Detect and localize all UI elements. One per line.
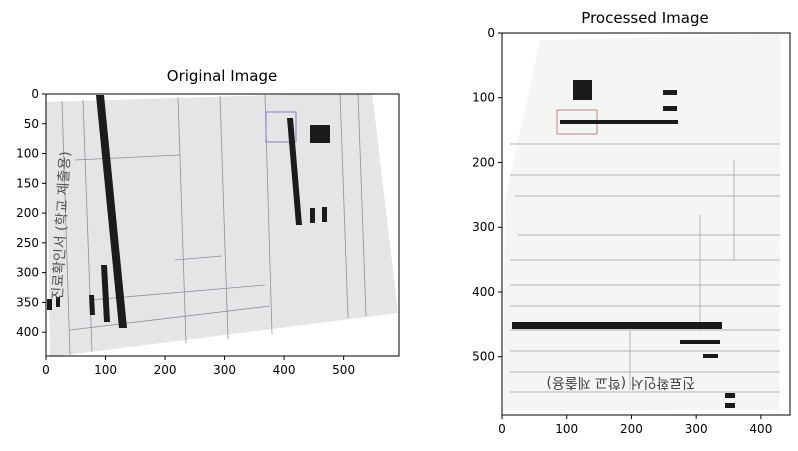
original-xtick-label-1: 100: [94, 363, 117, 377]
original-xtick-label-2: 200: [154, 363, 177, 377]
original-ytick-label-1: 50: [24, 117, 39, 131]
processed-ytick-label-2: 200: [472, 155, 495, 169]
original-ytick-label-0: 0: [31, 87, 39, 101]
original-image-ticks: 0 100 200 300 400 500 0 50 100 150 200 250 300 350 400: [16, 87, 355, 377]
processed-ytick-label-4: 400: [472, 285, 495, 299]
original-ytick-label-7: 350: [16, 295, 39, 309]
processed-xtick-label-1: 100: [555, 422, 578, 436]
original-ytick-label-6: 300: [16, 266, 39, 280]
original-image-panel: Original Image: [16, 67, 400, 377]
processed-xtick-label-4: 400: [749, 422, 772, 436]
original-ytick-label-4: 200: [16, 206, 39, 220]
processed-xtick-label-2: 200: [620, 422, 643, 436]
original-document-title: 진료확인서 (학교 제출용): [50, 151, 74, 300]
original-ytick-label-3: 150: [16, 176, 39, 190]
processed-ytick-label-3: 300: [472, 220, 495, 234]
processed-paper: [503, 34, 781, 411]
document-paper: [46, 94, 398, 356]
processed-image-axes: 진료확인서 (학교 제출용) 0 100 200 300 400 0 100 200 300 40…: [472, 26, 791, 436]
original-xtick-label-4: 400: [273, 363, 296, 377]
stamp-box: [265, 111, 297, 143]
processed-image-title: Processed Image: [581, 9, 709, 27]
original-image-axes: 진료확인서 (학교 제출용) 0 100 200 300 400 500 0 50 100 150…: [16, 87, 400, 377]
original-xtick-label-0: 0: [42, 363, 50, 377]
processed-ytick-label-1: 100: [472, 91, 495, 105]
redaction-bars: [47, 95, 330, 328]
processed-image-frame: [501, 32, 791, 416]
processed-document-title: 진료확인서 (학교 제출용): [546, 374, 695, 390]
original-ytick-label-5: 250: [16, 236, 39, 250]
processed-xtick-label-3: 300: [685, 422, 708, 436]
original-image-frame: [45, 93, 400, 357]
processed-ytick-label-0: 0: [487, 26, 495, 40]
processed-redaction-bars: [512, 80, 735, 408]
processed-document: 진료확인서 (학교 제출용): [503, 34, 781, 411]
processed-ytick-label-5: 500: [472, 350, 495, 364]
original-ytick-label-8: 400: [16, 325, 39, 339]
original-document: 진료확인서 (학교 제출용): [46, 94, 398, 356]
original-ytick-label-2: 100: [16, 147, 39, 161]
original-image-title: Original Image: [166, 67, 278, 85]
processed-xtick-label-0: 0: [498, 422, 506, 436]
original-xtick-label-5: 500: [332, 363, 355, 377]
processed-image-ticks: 0 100 200 300 400 0 100 200 300 400 500: [472, 26, 772, 436]
processed-image-panel: Processed Image: [400, 0, 798, 451]
original-xtick-label-3: 300: [213, 363, 236, 377]
